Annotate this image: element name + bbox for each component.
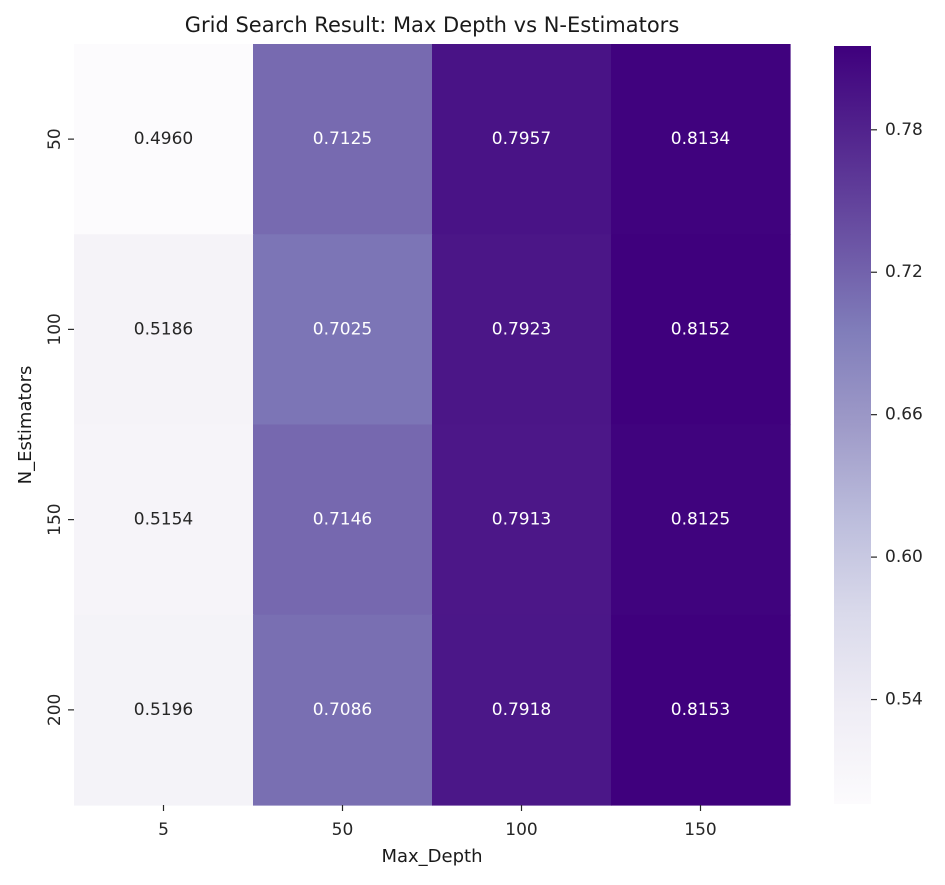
x-axis-label: Max_Depth xyxy=(381,846,482,867)
cell-value-label: 0.7125 xyxy=(313,129,372,149)
heatmap-cell xyxy=(74,614,254,806)
cell-value-label: 0.7086 xyxy=(313,700,372,720)
heatmap-cell xyxy=(253,614,433,806)
y-tick-label: 100 xyxy=(45,313,65,345)
heatmap-cell xyxy=(74,424,254,616)
chart-title: Grid Search Result: Max Depth vs N-Estim… xyxy=(185,13,680,37)
heatmap-cell xyxy=(611,424,791,616)
heatmap-cell xyxy=(74,44,254,235)
heatmap-cell xyxy=(611,614,791,806)
heatmap-cell xyxy=(253,44,433,235)
x-tick-label: 150 xyxy=(684,820,716,840)
colorbar-tick-label: 0.66 xyxy=(885,405,923,425)
y-axis-label: N_Estimators xyxy=(15,366,36,485)
heatmap-cell xyxy=(432,44,612,235)
heatmap-cell xyxy=(611,234,791,426)
cell-value-label: 0.7918 xyxy=(492,700,551,720)
cell-value-label: 0.5154 xyxy=(134,510,193,530)
cell-value-label: 0.7025 xyxy=(313,319,372,339)
x-tick-label: 50 xyxy=(332,820,354,840)
cell-value-label: 0.4960 xyxy=(134,129,193,149)
cell-value-labels: 0.4960 0.7125 0.7957 0.8134 0.5186 0.7025 0.79… xyxy=(134,129,730,720)
colorbar-tick-label: 0.78 xyxy=(885,120,923,140)
x-tick-labels: 5 50 100 150 xyxy=(158,805,717,840)
heatmap-cell xyxy=(432,234,612,426)
x-tick-label: 5 xyxy=(158,820,169,840)
heatmap-cell xyxy=(432,614,612,806)
cell-value-label: 0.8134 xyxy=(671,129,730,149)
colorbar-tick-label: 0.60 xyxy=(885,547,923,567)
heatmap-cells xyxy=(74,44,791,806)
colorbar-tick-label: 0.54 xyxy=(885,690,923,710)
y-tick-label: 200 xyxy=(45,694,65,726)
heatmap-cell xyxy=(74,234,254,426)
heatmap-cell xyxy=(253,234,433,426)
cell-value-label: 0.8152 xyxy=(671,319,730,339)
heatmap-cell xyxy=(611,44,791,235)
y-tick-labels: 50 100 150 200 xyxy=(45,128,74,726)
cell-value-label: 0.7913 xyxy=(492,510,551,530)
colorbar xyxy=(834,46,871,804)
colorbar-ticks: 0.54 0.60 0.66 0.72 0.78 xyxy=(871,120,923,710)
y-tick-label: 50 xyxy=(45,128,65,150)
y-tick-label: 150 xyxy=(45,503,65,535)
heatmap-cell xyxy=(253,424,433,616)
cell-value-label: 0.7957 xyxy=(492,129,551,149)
cell-value-label: 0.5196 xyxy=(134,700,193,720)
x-tick-label: 100 xyxy=(505,820,537,840)
cell-value-label: 0.5186 xyxy=(134,319,193,339)
colorbar-tick-label: 0.72 xyxy=(885,262,923,282)
heatmap-cell xyxy=(432,424,612,616)
cell-value-label: 0.7146 xyxy=(313,510,372,530)
cell-value-label: 0.7923 xyxy=(492,319,551,339)
cell-value-label: 0.8125 xyxy=(671,510,730,530)
cell-value-label: 0.8153 xyxy=(671,700,730,720)
